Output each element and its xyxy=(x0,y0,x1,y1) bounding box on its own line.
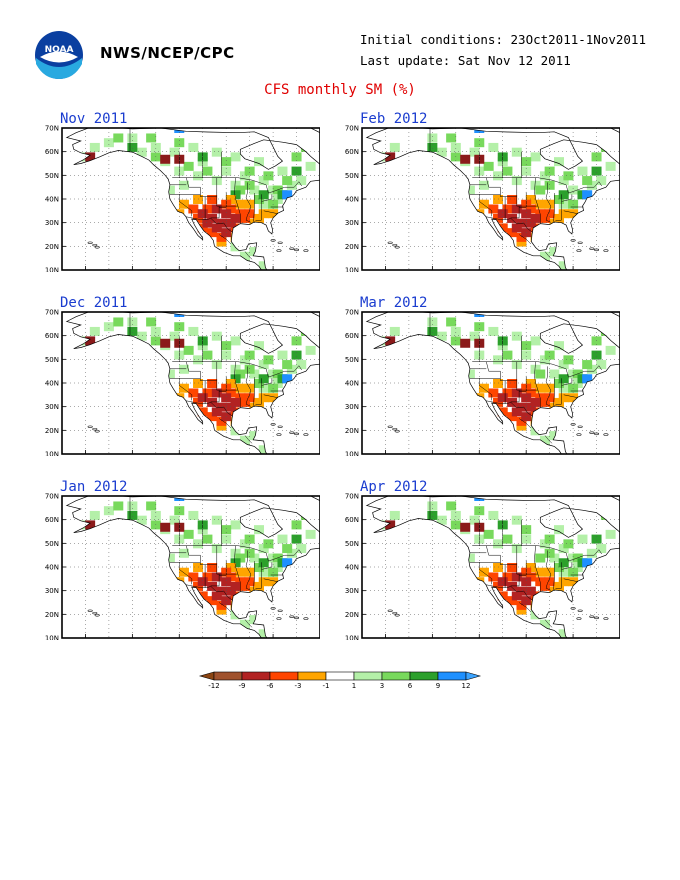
panel-title-feb-2012: Feb 2012 xyxy=(360,111,428,127)
colorbar-bin xyxy=(381,671,411,681)
lat-label: 30N xyxy=(45,219,59,227)
lat-label: 30N xyxy=(345,403,359,411)
colorbar-bin xyxy=(297,671,327,681)
colorbar-bin xyxy=(409,671,439,681)
lat-label: 10N xyxy=(345,451,359,457)
map-panel: 70N60N50N40N30N20N10N160W140W120W100W80W… xyxy=(338,125,621,281)
logo-text: NOAA xyxy=(45,45,74,55)
lat-label: 70N xyxy=(45,493,59,501)
panel-title-apr-2012: Apr 2012 xyxy=(360,479,428,495)
lat-label: 20N xyxy=(345,243,359,251)
colorbar-bin xyxy=(437,671,467,681)
lat-label: 40N xyxy=(45,380,59,388)
lat-label: 60N xyxy=(345,148,359,156)
lat-label: 50N xyxy=(45,172,59,180)
panel-title-dec-2011: Dec 2011 xyxy=(60,295,128,311)
lat-label: 40N xyxy=(345,564,359,572)
lat-label: 50N xyxy=(45,356,59,364)
lat-label: 30N xyxy=(345,587,359,595)
lat-label: 20N xyxy=(345,427,359,435)
map-svg: 70N60N50N40N30N20N10N160W140W120W100W80W… xyxy=(345,309,621,465)
lat-label: 60N xyxy=(45,516,59,524)
map-svg: 70N60N50N40N30N20N10N160W140W120W100W80W… xyxy=(345,493,621,649)
last-update: Last update: Sat Nov 12 2011 xyxy=(360,53,571,68)
figure-title: CFS monthly SM (%) xyxy=(264,82,416,98)
lat-label: 30N xyxy=(345,219,359,227)
lat-label: 60N xyxy=(345,516,359,524)
colorbar-tick-label: 12 xyxy=(462,682,471,690)
map-svg: 70N60N50N40N30N20N10N160W140W120W100W80W… xyxy=(345,125,621,281)
lat-label: 50N xyxy=(345,540,359,548)
lat-label: 40N xyxy=(345,380,359,388)
lat-label: 40N xyxy=(45,564,59,572)
lat-label: 20N xyxy=(45,611,59,619)
initial-conditions: Initial conditions: 23Oct2011-1Nov2011 xyxy=(360,32,646,47)
lat-label: 10N xyxy=(45,267,59,273)
noaa-logo: NOAA xyxy=(34,30,84,80)
colorbar-tick-label: 1 xyxy=(352,682,356,690)
map-panel: 70N60N50N40N30N20N10N160W140W120W100W80W… xyxy=(338,309,621,465)
colorbar-tick-label: 3 xyxy=(380,682,384,690)
colorbar-tick-label: -3 xyxy=(295,682,302,690)
lat-label: 60N xyxy=(45,148,59,156)
lat-label: 70N xyxy=(45,309,59,317)
lat-label: 10N xyxy=(345,267,359,273)
lat-label: 50N xyxy=(45,540,59,548)
lat-label: 50N xyxy=(345,356,359,364)
colorbar-bin xyxy=(241,671,271,681)
colorbar-max-arrow xyxy=(465,671,482,681)
map-panel: 70N60N50N40N30N20N10N160W140W120W100W80W… xyxy=(338,493,621,649)
map-svg: 70N60N50N40N30N20N10N160W140W120W100W80W… xyxy=(45,493,321,649)
panel-title-nov-2011: Nov 2011 xyxy=(60,111,128,127)
lat-label: 30N xyxy=(45,403,59,411)
map-panel: 70N60N50N40N30N20N10N160W140W120W100W80W… xyxy=(38,493,321,649)
lat-label: 50N xyxy=(345,172,359,180)
lat-label: 40N xyxy=(45,196,59,204)
panel-title-jan-2012: Jan 2012 xyxy=(60,479,128,495)
panel-title-mar-2012: Mar 2012 xyxy=(360,295,428,311)
lat-label: 60N xyxy=(345,332,359,340)
lat-label: 20N xyxy=(45,243,59,251)
lat-label: 10N xyxy=(45,451,59,457)
colorbar-tick-label: 6 xyxy=(408,682,413,690)
map-panel: 70N60N50N40N30N20N10N160W140W120W100W80W… xyxy=(38,309,321,465)
colorbar-bin xyxy=(213,671,243,681)
colorbar-tick-label: -1 xyxy=(323,682,330,690)
lat-label: 30N xyxy=(45,587,59,595)
colorbar-bin xyxy=(269,671,299,681)
colorbar-bin xyxy=(353,671,383,681)
colorbar: -12 -9 -6 -3 -1 1 3 6 9 12 xyxy=(198,669,482,697)
lat-label: 20N xyxy=(345,611,359,619)
lat-label: 70N xyxy=(45,125,59,133)
lat-label: 70N xyxy=(345,309,359,317)
lat-label: 10N xyxy=(45,635,59,641)
colorbar-tick-label: 9 xyxy=(436,682,440,690)
colorbar-tick-label: -12 xyxy=(208,682,219,690)
lat-label: 10N xyxy=(345,635,359,641)
lat-label: 70N xyxy=(345,493,359,501)
map-svg: 70N60N50N40N30N20N10N160W140W120W100W80W… xyxy=(45,125,321,281)
colorbar-bin xyxy=(325,671,355,681)
colorbar-min-arrow xyxy=(198,671,215,681)
lat-label: 40N xyxy=(345,196,359,204)
lat-label: 70N xyxy=(345,125,359,133)
agency-title: NWS/NCEP/CPC xyxy=(100,44,235,62)
lat-label: 60N xyxy=(45,332,59,340)
map-panel: 70N60N50N40N30N20N10N160W140W120W100W80W… xyxy=(38,125,321,281)
colorbar-tick-label: -9 xyxy=(239,682,246,690)
map-svg: 70N60N50N40N30N20N10N160W140W120W100W80W… xyxy=(45,309,321,465)
lat-label: 20N xyxy=(45,427,59,435)
colorbar-tick-label: -6 xyxy=(267,682,275,690)
